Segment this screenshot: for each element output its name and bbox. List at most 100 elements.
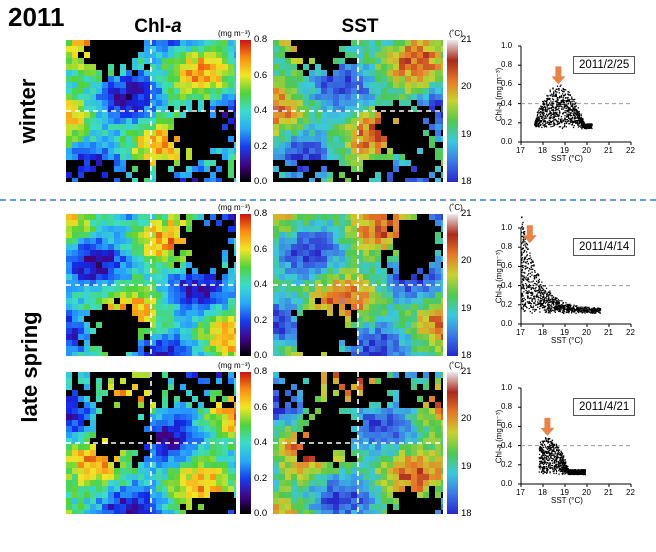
scatter-point bbox=[553, 465, 556, 467]
scatter-point bbox=[573, 121, 575, 123]
scatter-point bbox=[566, 113, 568, 115]
scatter-point bbox=[582, 120, 585, 123]
scatter-point bbox=[559, 102, 561, 104]
scatter-point bbox=[559, 470, 561, 473]
scatter-point bbox=[544, 120, 547, 122]
scatter-point bbox=[570, 304, 572, 307]
scatter-point bbox=[558, 307, 561, 309]
x-tick-label: 21 bbox=[604, 488, 613, 497]
scatter-point bbox=[537, 274, 540, 276]
scatter-point bbox=[558, 109, 560, 112]
scatter-point bbox=[567, 105, 569, 108]
scatter-point bbox=[553, 461, 556, 463]
scatter-point bbox=[561, 306, 563, 308]
scatter-point bbox=[562, 101, 565, 103]
scatter-point bbox=[542, 117, 544, 119]
scatter-point bbox=[551, 460, 554, 462]
scatter-point bbox=[547, 446, 549, 448]
scatter-point bbox=[524, 268, 526, 270]
scatter-point bbox=[581, 473, 583, 475]
scatter-point bbox=[571, 472, 573, 474]
scatter-point bbox=[544, 459, 546, 461]
scatter-point bbox=[524, 245, 527, 247]
scatter-point bbox=[578, 114, 581, 117]
scatter-point bbox=[575, 108, 577, 111]
scatter-point bbox=[531, 287, 533, 289]
scatter-point bbox=[529, 310, 532, 313]
scatter-point bbox=[560, 456, 563, 458]
sst-colorbar bbox=[447, 214, 458, 356]
scatter-point bbox=[545, 463, 548, 466]
scatter-point bbox=[556, 123, 558, 126]
scatter-point bbox=[586, 309, 588, 312]
scatter-point bbox=[548, 438, 550, 440]
scatter-point bbox=[550, 464, 552, 467]
scatter-point bbox=[560, 101, 562, 103]
scatter-point bbox=[537, 124, 540, 127]
scatter-point bbox=[580, 122, 582, 124]
scatter-point bbox=[563, 455, 565, 457]
scatter-point bbox=[560, 468, 562, 470]
scatter-point bbox=[570, 308, 572, 310]
scatter-point bbox=[526, 291, 528, 293]
scatter-point bbox=[521, 274, 523, 276]
scatter-point bbox=[539, 463, 541, 466]
scatter-point bbox=[522, 231, 525, 234]
scatter-point bbox=[536, 293, 538, 295]
peak-arrow-icon bbox=[522, 225, 537, 244]
scatter-point bbox=[539, 460, 541, 463]
scatter-point bbox=[575, 312, 577, 314]
scatter-point bbox=[556, 97, 559, 99]
scatter-point bbox=[573, 470, 576, 473]
scatter-point bbox=[557, 447, 559, 449]
scatter-point bbox=[525, 284, 528, 286]
scatter-point bbox=[545, 454, 547, 457]
scatter-point bbox=[552, 95, 554, 97]
scatter-point bbox=[523, 291, 525, 293]
scatter-point bbox=[539, 294, 542, 297]
scatter-point bbox=[542, 285, 545, 287]
scatter-point bbox=[539, 308, 541, 310]
scatter-point bbox=[567, 106, 570, 109]
scatter-point bbox=[546, 97, 548, 100]
scatter-point bbox=[572, 107, 574, 109]
scatter-point bbox=[570, 470, 572, 472]
scatter-point bbox=[551, 452, 553, 454]
scatter-point bbox=[523, 257, 526, 260]
scatter-point bbox=[541, 304, 544, 306]
scatter-point bbox=[521, 235, 523, 238]
scatter-point bbox=[556, 105, 558, 107]
scatter-point bbox=[525, 287, 528, 289]
scatter-point bbox=[558, 92, 560, 94]
scatter-point bbox=[558, 304, 561, 307]
scatter-point bbox=[553, 124, 556, 126]
scatter-point bbox=[542, 287, 544, 290]
scatter-point bbox=[576, 113, 578, 115]
scatter-point bbox=[592, 308, 594, 311]
scatter-point bbox=[539, 297, 542, 300]
scatter-point bbox=[562, 471, 564, 473]
scatter-point bbox=[532, 287, 535, 289]
scatter-point bbox=[541, 106, 543, 109]
scatter-point bbox=[543, 471, 545, 474]
scatter-point bbox=[569, 103, 572, 105]
scatter-point bbox=[549, 110, 551, 112]
scatter-point bbox=[554, 107, 556, 109]
x-tick-label: 20 bbox=[582, 328, 591, 337]
scatter-point bbox=[598, 307, 600, 309]
scatter-point bbox=[532, 293, 534, 295]
scatter-point bbox=[559, 310, 561, 313]
sst-colorbar-tick: 20 bbox=[461, 81, 472, 93]
scatter-point bbox=[549, 116, 551, 118]
scatter-point bbox=[564, 123, 566, 125]
scatter-point bbox=[521, 216, 523, 218]
sst-colorbar-unit: (˚C) bbox=[449, 361, 463, 370]
scatter-point bbox=[575, 305, 577, 307]
x-tick-label: 20 bbox=[582, 146, 591, 155]
scatter-point bbox=[522, 264, 524, 267]
scatter-point bbox=[539, 465, 542, 467]
scatter-point bbox=[541, 446, 543, 449]
scatter-point bbox=[529, 285, 532, 287]
scatter-point bbox=[557, 114, 559, 117]
scatter-point bbox=[558, 309, 561, 311]
